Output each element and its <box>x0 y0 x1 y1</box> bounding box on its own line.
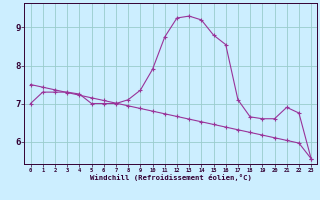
X-axis label: Windchill (Refroidissement éolien,°C): Windchill (Refroidissement éolien,°C) <box>90 174 252 181</box>
